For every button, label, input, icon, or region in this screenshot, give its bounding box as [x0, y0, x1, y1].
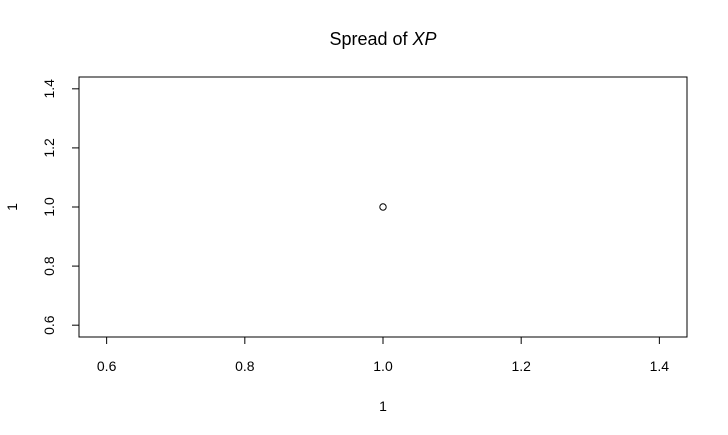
data-points [379, 203, 387, 211]
chart-title-prefix: Spread of [329, 29, 412, 49]
x-axis: 0.6 0.8 1.0 1.2 1.4 [97, 336, 670, 374]
y-tick-label: 0.6 [41, 315, 57, 335]
x-tick-label: 1.4 [650, 358, 670, 374]
x-tick-label: 1.0 [373, 358, 393, 374]
chart-title-italic: XP [412, 29, 437, 49]
x-tick-label: 1.2 [511, 358, 531, 374]
chart-title: Spread of XP [329, 29, 436, 49]
data-point [379, 203, 387, 211]
x-tick-label: 0.6 [97, 358, 117, 374]
y-axis-label: 1 [4, 203, 20, 211]
x-axis-label: 1 [379, 398, 387, 414]
x-tick-label: 0.8 [235, 358, 255, 374]
y-tick-label: 1.2 [41, 138, 57, 158]
y-tick-label: 1.4 [41, 79, 57, 99]
y-tick-label: 0.8 [41, 256, 57, 276]
y-axis: 0.6 0.8 1.0 1.2 1.4 [41, 79, 80, 335]
y-tick-label: 1.0 [41, 197, 57, 217]
plot-area-box [78, 76, 688, 338]
